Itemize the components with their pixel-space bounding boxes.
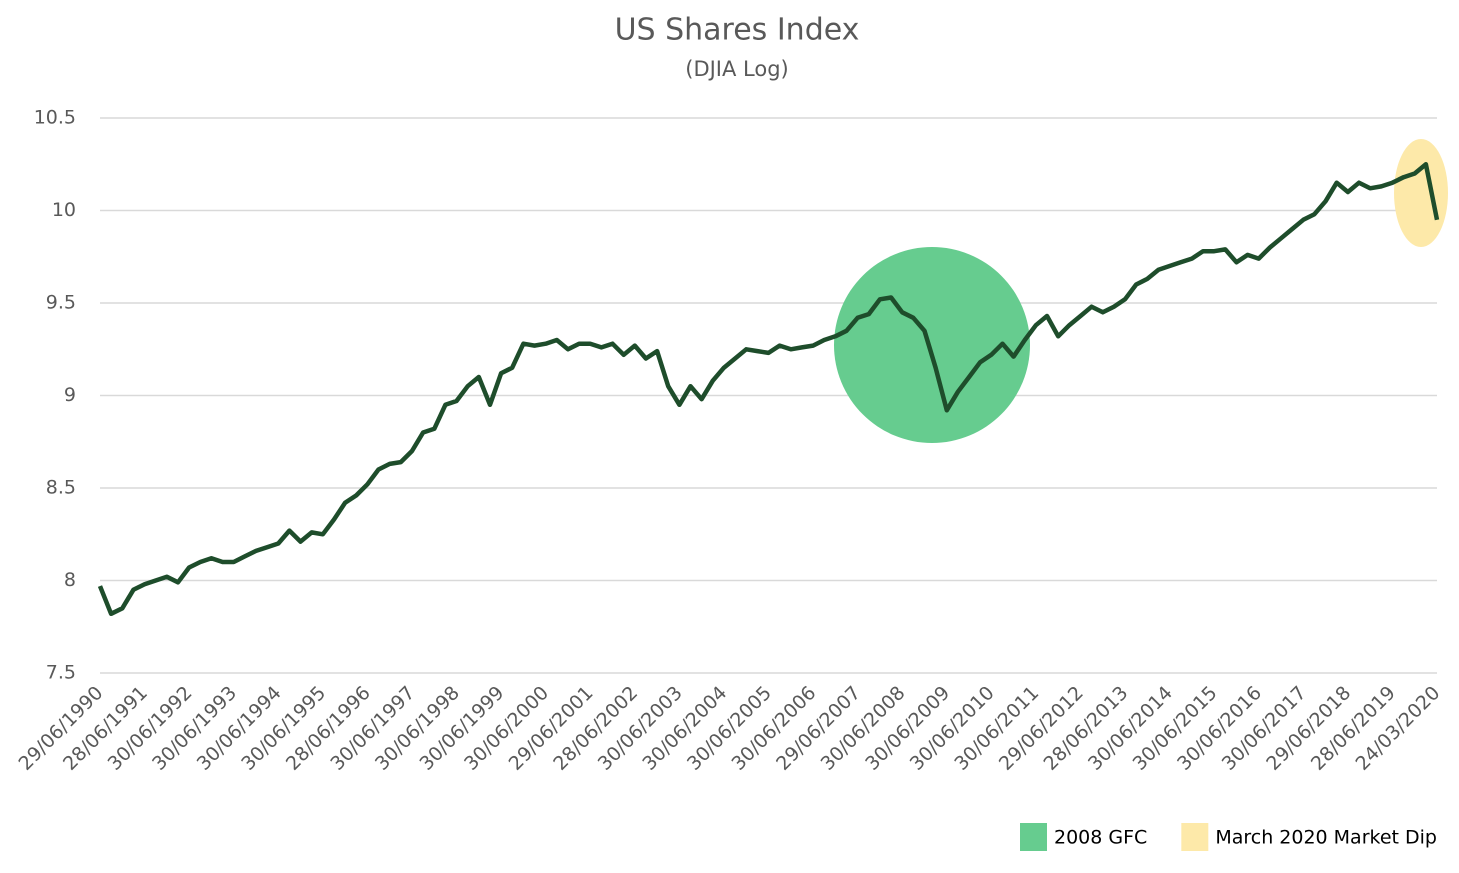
chart-title: US Shares Index xyxy=(615,13,860,48)
legend-label: 2008 GFC xyxy=(1054,827,1147,849)
y-tick-label: 10 xyxy=(52,199,76,221)
y-tick-label: 8.5 xyxy=(46,477,76,499)
y-tick-label: 8 xyxy=(64,569,76,591)
legend: 2008 GFC March 2020 Market Dip xyxy=(1020,823,1437,851)
y-tick-label: 9 xyxy=(64,384,76,406)
legend-swatch xyxy=(1020,823,1047,851)
highlight-gfc xyxy=(834,247,1030,443)
legend-swatch xyxy=(1181,823,1209,851)
grid: 7.5 8 8.5 9 9.5 10 10.5 xyxy=(34,107,1437,684)
y-tick-label: 9.5 xyxy=(46,292,76,314)
line-series xyxy=(97,162,1440,617)
legend-label: March 2020 Market Dip xyxy=(1215,827,1437,849)
y-tick-label: 10.5 xyxy=(34,107,76,129)
y-tick-label: 7.5 xyxy=(46,662,76,684)
highlight-2020 xyxy=(1394,139,1448,247)
highlights xyxy=(834,139,1448,443)
plot xyxy=(97,162,1440,617)
chart-subtitle: (DJIA Log) xyxy=(685,57,789,81)
